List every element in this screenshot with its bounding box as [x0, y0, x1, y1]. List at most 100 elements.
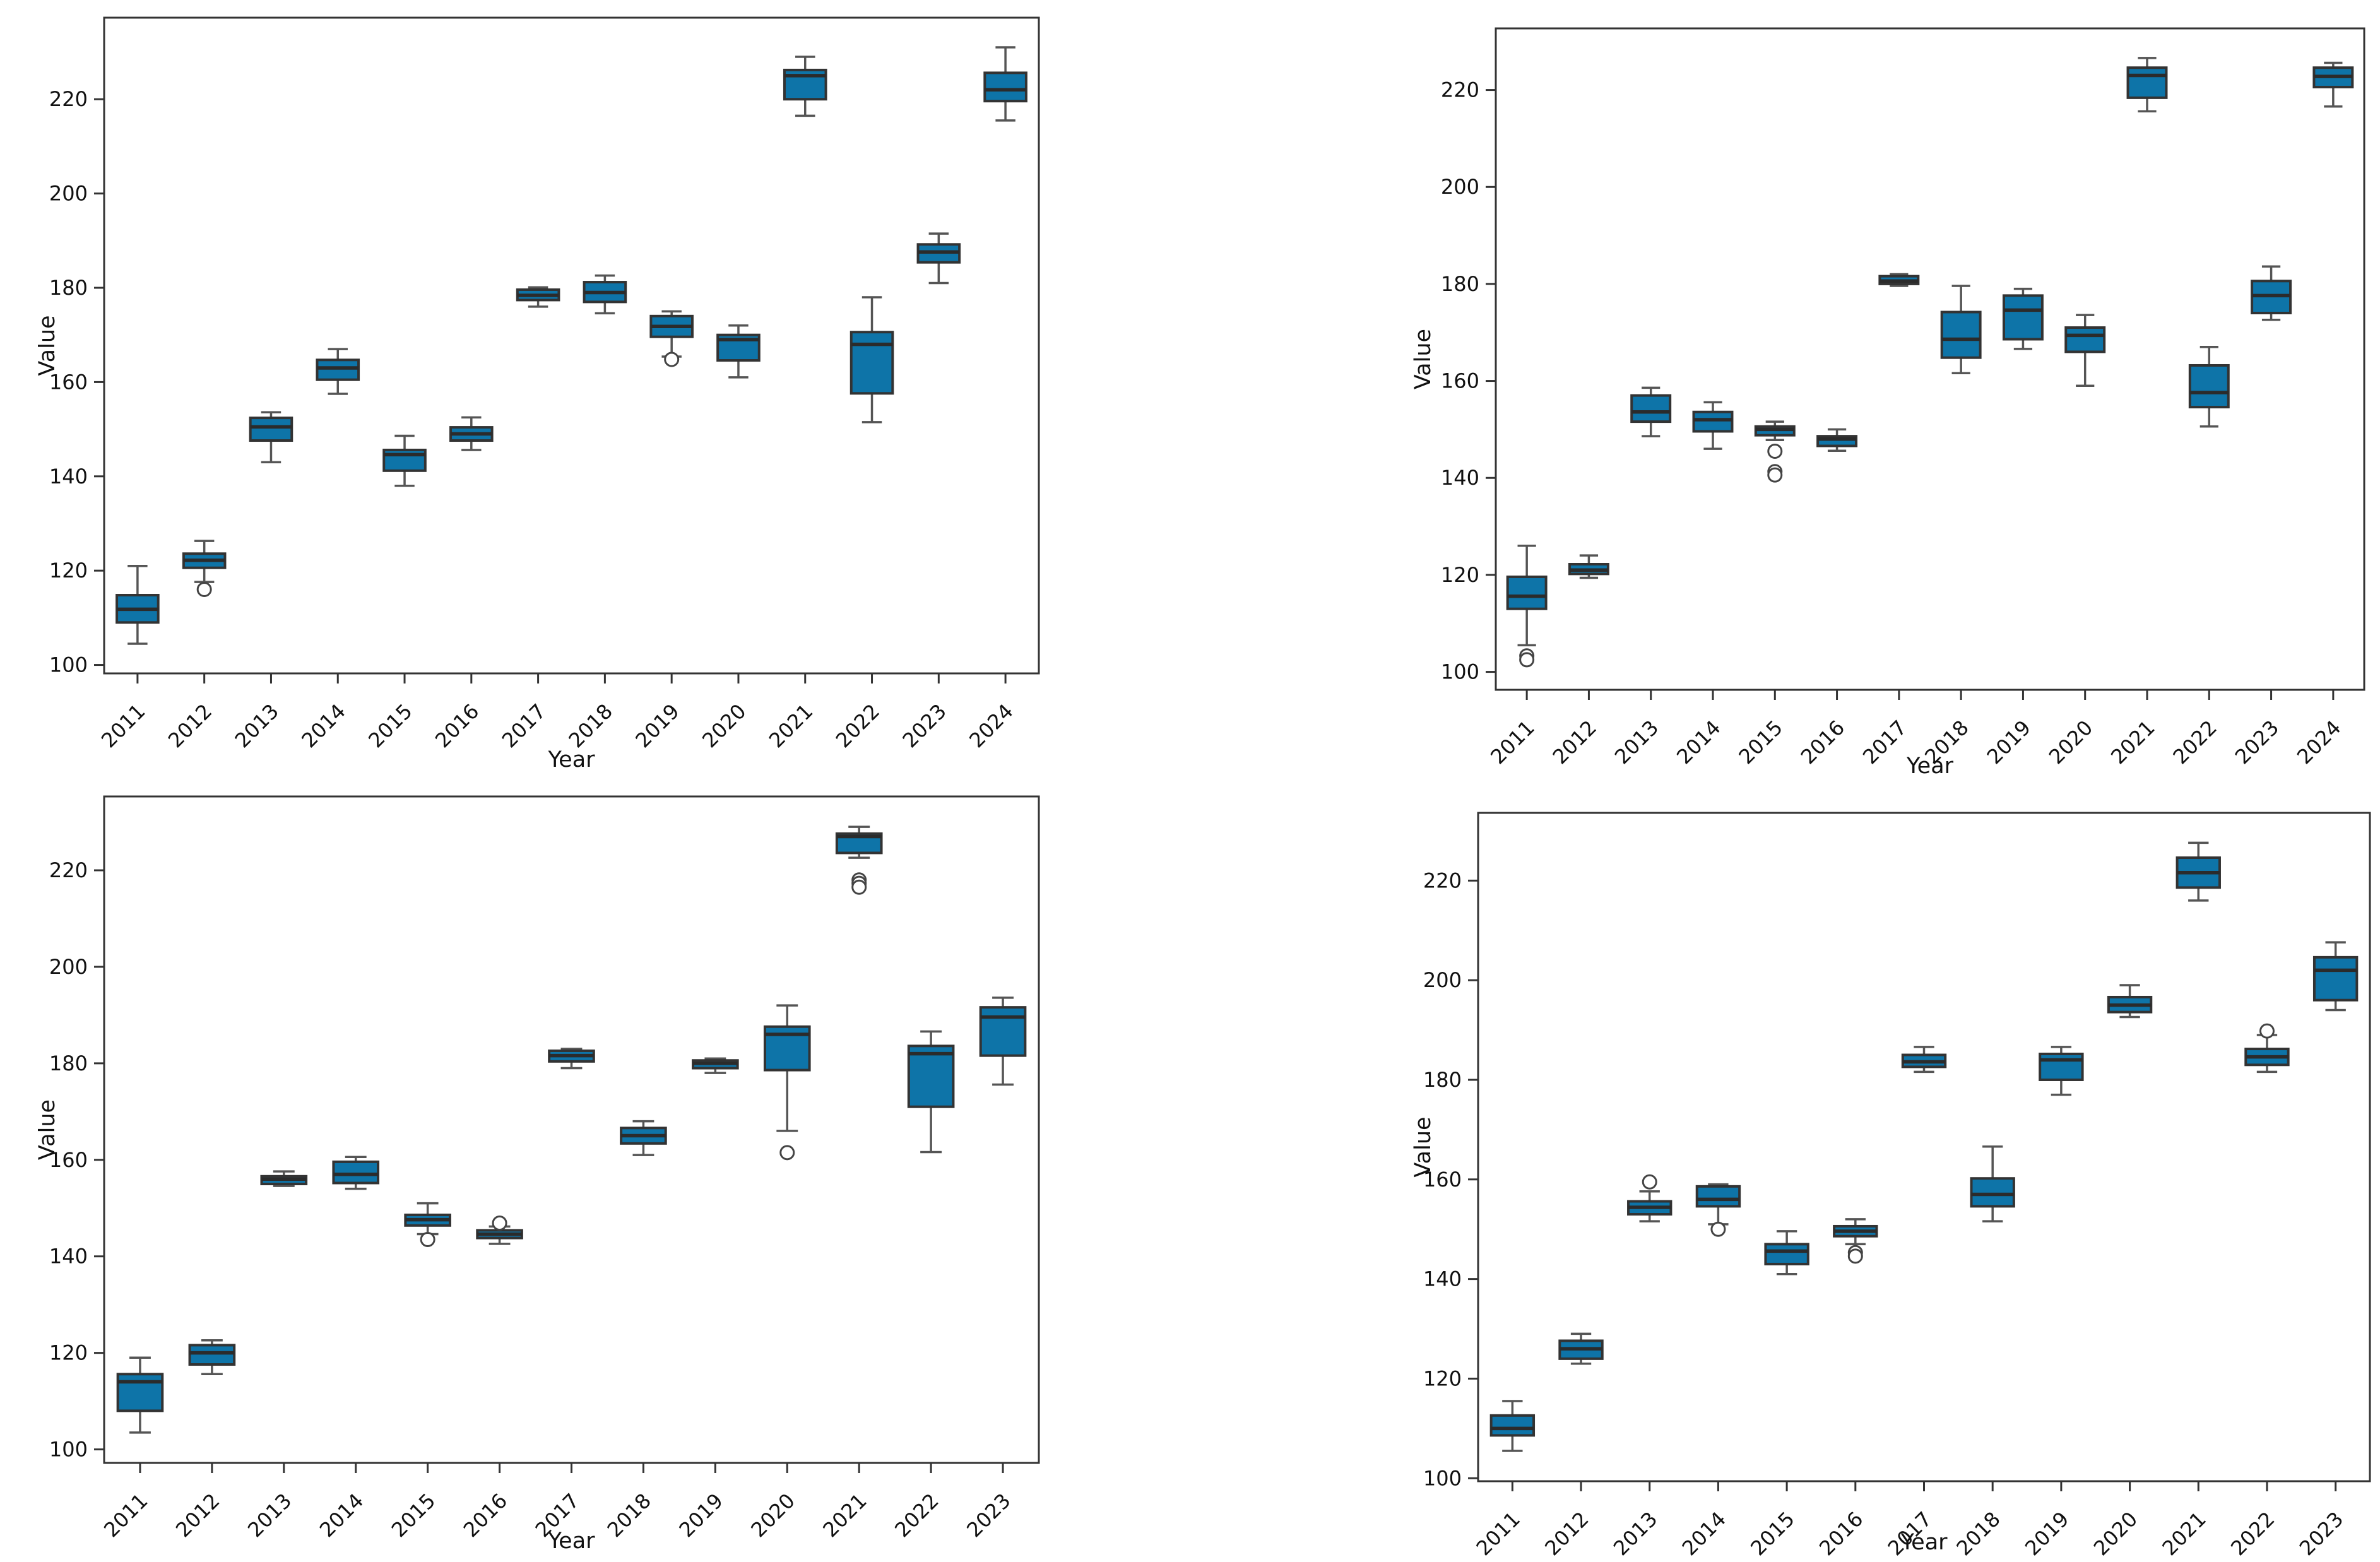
- x-tick-label-2020: 2020: [746, 1489, 799, 1542]
- box-group-2020: [763, 1004, 811, 1161]
- iqr-box-2015: [1764, 1243, 1809, 1265]
- y-tick-label-180: 180: [1441, 272, 1479, 296]
- box-group-2020: [716, 324, 761, 379]
- x-tick-label-2019: 2019: [1982, 716, 2035, 769]
- y-tick-label-120: 120: [1441, 563, 1479, 587]
- box-group-2013: [249, 411, 293, 464]
- y-tick-label-160: 160: [1441, 369, 1479, 393]
- box-group-2012: [188, 1339, 236, 1376]
- x-tick-label-2012: 2012: [171, 1489, 224, 1542]
- x-tick-label-2016: 2016: [430, 699, 483, 752]
- box-group-2021: [2126, 57, 2168, 113]
- iqr-box-2020: [2064, 326, 2106, 353]
- outlier-marker: [2259, 1023, 2275, 1039]
- box-group-2018: [620, 1120, 667, 1156]
- iqr-box-2011: [1506, 575, 1548, 610]
- plot-frame: [103, 16, 1040, 675]
- x-tick-label-2020: 2020: [2089, 1507, 2142, 1560]
- plot-frame: [1495, 27, 2365, 691]
- box-group-2011: [115, 564, 160, 645]
- iqr-box-2023: [2312, 956, 2359, 1002]
- box-group-2019: [2039, 1046, 2084, 1096]
- iqr-box-2014: [1695, 1185, 1741, 1208]
- box-group-2014: [1692, 401, 1734, 450]
- x-tick-label-2015: 2015: [1734, 716, 1787, 769]
- box-group-2016: [1816, 428, 1858, 452]
- y-tick-label-140: 140: [49, 1245, 88, 1269]
- box-group-2013: [1630, 386, 1672, 437]
- x-tick-label-2022: 2022: [2226, 1507, 2279, 1560]
- iqr-box-2021: [2126, 66, 2168, 99]
- box-group-2012: [182, 540, 227, 598]
- iqr-box-2014: [316, 358, 360, 381]
- x-tick-label-2020: 2020: [2044, 716, 2097, 769]
- box-group-2024: [2312, 61, 2354, 108]
- outlier-marker: [1767, 467, 1783, 483]
- x-tick-label-2024: 2024: [2292, 716, 2345, 769]
- boxplot-top-left: 100 120 140 160 180 200 220 2011 2012 2013 2014 201…: [38, 0, 1048, 789]
- box-group-2017: [1901, 1046, 1947, 1074]
- box-group-2013: [1627, 1174, 1673, 1222]
- x-tick-label-2023: 2023: [898, 699, 951, 752]
- iqr-box-2023: [979, 1006, 1027, 1057]
- x-tick-label-2021: 2021: [2106, 716, 2159, 769]
- x-tick-label-2013: 2013: [243, 1489, 296, 1542]
- box-group-2022: [2244, 1023, 2290, 1074]
- x-tick-label-2020: 2020: [697, 699, 750, 752]
- iqr-box-2013: [249, 417, 293, 442]
- x-tick-label-2021: 2021: [818, 1489, 871, 1542]
- y-tick-label-180: 180: [1423, 1068, 1462, 1092]
- x-tick-label-2021: 2021: [2157, 1507, 2210, 1560]
- box-group-2022: [850, 296, 894, 423]
- x-tick-label-2012: 2012: [163, 699, 216, 752]
- y-tick-label-220: 220: [49, 858, 88, 882]
- y-tick-label-220: 220: [1423, 868, 1462, 892]
- box-group-2018: [1970, 1145, 2015, 1222]
- box-group-2023: [2312, 941, 2359, 1012]
- x-axis-label: Year: [547, 747, 595, 772]
- outlier-marker: [492, 1215, 507, 1231]
- outlier-marker: [1642, 1174, 1657, 1190]
- x-tick-label-2012: 2012: [1540, 1507, 1593, 1560]
- box-group-2015: [1754, 420, 1796, 483]
- box-group-2011: [1506, 545, 1548, 668]
- x-tick-label-2023: 2023: [2295, 1507, 2348, 1560]
- y-tick-label-100: 100: [1441, 660, 1479, 684]
- outlier-marker: [851, 879, 867, 895]
- y-axis-label: Value: [38, 315, 60, 376]
- x-tick-label-2022: 2022: [890, 1489, 943, 1542]
- x-axis-label: Year: [1906, 754, 1954, 779]
- box-group-2019: [649, 310, 694, 367]
- box-group-2017: [1878, 273, 1920, 287]
- x-tick-label-2011: 2011: [1472, 1507, 1525, 1560]
- x-tick-label-2015: 2015: [387, 1489, 440, 1542]
- boxplot-top-right: 100 120 140 160 180 200 220 2011 2012 2013 2014 201…: [1407, 0, 2380, 789]
- box-group-2012: [1568, 554, 1609, 579]
- x-tick-label-2011: 2011: [1486, 716, 1539, 769]
- x-tick-label-2024: 2024: [964, 699, 1017, 752]
- box-group-2016: [476, 1215, 523, 1245]
- boxplot-bottom-left: 100 120 140 160 180 200 220 2011 2012 2013 2014 201…: [38, 789, 1048, 1562]
- box-group-2019: [692, 1057, 739, 1074]
- outlier-marker: [1519, 652, 1535, 668]
- outlier-marker: [779, 1145, 795, 1161]
- boxplot-svg-bottom-right: 100 120 140 160 180 200 220 2011 2012 2013 2014 201…: [1411, 812, 2371, 1560]
- y-tick-label-160: 160: [1423, 1168, 1462, 1192]
- x-axis-label: Year: [547, 1529, 595, 1554]
- boxplot-svg-top-left: 100 120 140 160 180 200 220 2011 2012 2013 2014 201…: [38, 16, 1040, 772]
- box-group-2016: [449, 416, 494, 451]
- y-tick-label-200: 200: [1441, 175, 1479, 199]
- box-group-2015: [1764, 1230, 1809, 1275]
- x-tick-label-2011: 2011: [99, 1489, 152, 1542]
- box-group-2021: [835, 825, 883, 895]
- plot-frame: [103, 795, 1040, 1464]
- box-group-2017: [548, 1048, 595, 1070]
- y-tick-label-120: 120: [1423, 1366, 1462, 1390]
- y-tick-label-140: 140: [49, 464, 88, 488]
- x-tick-label-2016: 2016: [459, 1489, 512, 1542]
- y-axis-label: Value: [1411, 1116, 1436, 1177]
- x-tick-label-2017: 2017: [497, 699, 550, 752]
- x-axis-label: Year: [1900, 1530, 1948, 1555]
- box-group-2014: [332, 1156, 380, 1190]
- box-group-2013: [260, 1170, 308, 1187]
